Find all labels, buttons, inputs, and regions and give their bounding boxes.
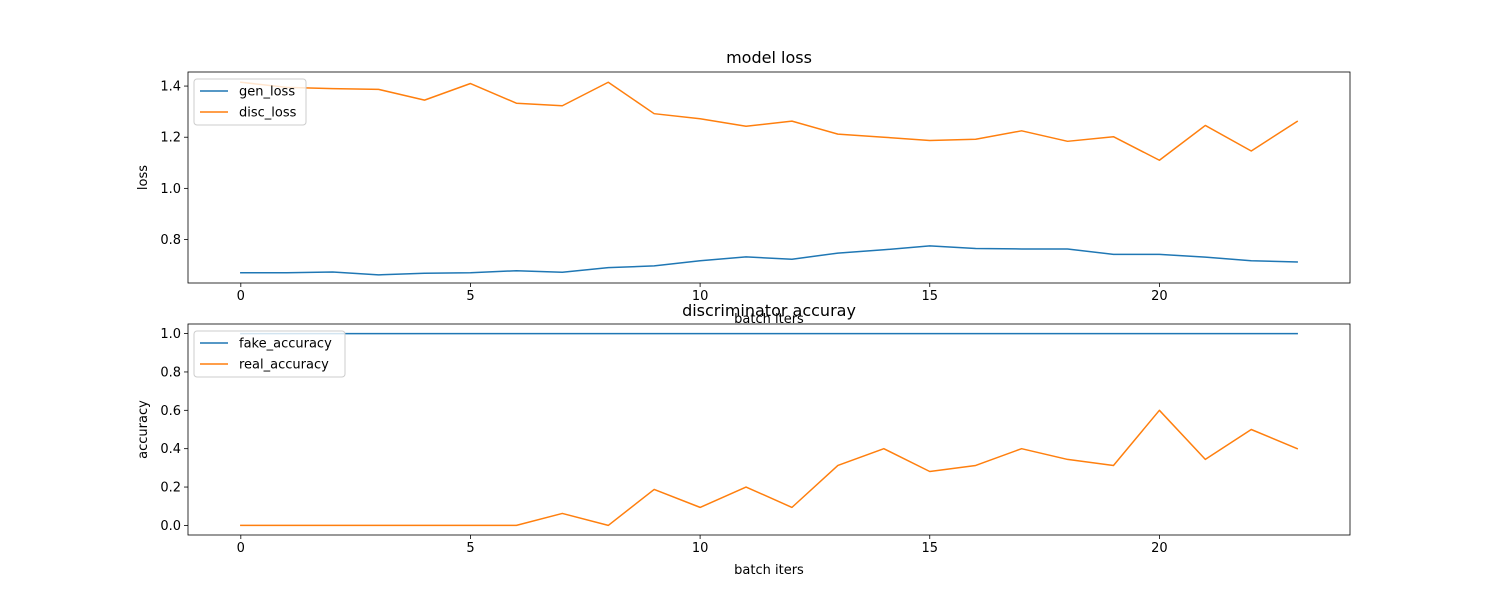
x-tick-label: 10 (692, 289, 709, 304)
x-tick-label: 15 (921, 289, 938, 304)
legend-label: gen_loss (239, 85, 295, 100)
y-tick-label: 0.8 (160, 233, 181, 248)
x-tick-label: 5 (466, 541, 474, 556)
x-axis-label: batch iters (734, 312, 804, 327)
x-tick-label: 20 (1151, 541, 1168, 556)
chart-panel-1: 0 5 10 15 20 0.8 1.0 1.2 1.4 model loss batch iter… (136, 48, 1351, 327)
y-tick-label: 0.2 (160, 481, 181, 496)
legend-label: disc_loss (239, 106, 297, 121)
x-axis-label: batch iters (734, 563, 804, 578)
y-tick-label: 0.6 (160, 404, 181, 419)
series-line-disc_loss (239, 81, 1299, 161)
chart-title: model loss (726, 48, 812, 67)
x-tick-label: 5 (466, 289, 474, 304)
legend: gen_loss disc_loss (193, 78, 307, 126)
x-tick-label: 0 (237, 289, 245, 304)
legend: fake_accuracy real_accuracy (193, 330, 346, 378)
chart-panel-2: 0 5 10 15 20 0.0 0.2 0.4 0.6 0.8 1.0 discriminator … (136, 301, 1351, 578)
axes-frame (187, 71, 1351, 284)
axes-frame (187, 323, 1351, 536)
series-line-gen_loss (240, 245, 1298, 276)
legend-label: fake_accuracy (239, 337, 332, 352)
series-line-real_accuracy (240, 409, 1299, 527)
x-tick-label: 20 (1151, 289, 1168, 304)
y-tick-label: 0.8 (160, 365, 181, 380)
y-tick-label: 1.0 (160, 182, 181, 197)
x-tick-label: 10 (692, 541, 709, 556)
chart-title: discriminator accuray (682, 301, 856, 320)
y-tick-label: 1.2 (160, 131, 181, 146)
legend-box (193, 330, 346, 378)
y-axis-label: accuracy (136, 400, 151, 459)
legend-label: real_accuracy (239, 358, 329, 373)
x-tick-label: 15 (921, 541, 938, 556)
y-tick-label: 0.4 (160, 442, 181, 457)
y-axis-label: loss (136, 165, 151, 190)
y-tick-label: 1.4 (160, 80, 181, 95)
y-tick-label: 0.0 (160, 519, 181, 534)
y-tick-label: 1.0 (160, 327, 181, 342)
x-tick-label: 0 (237, 541, 245, 556)
